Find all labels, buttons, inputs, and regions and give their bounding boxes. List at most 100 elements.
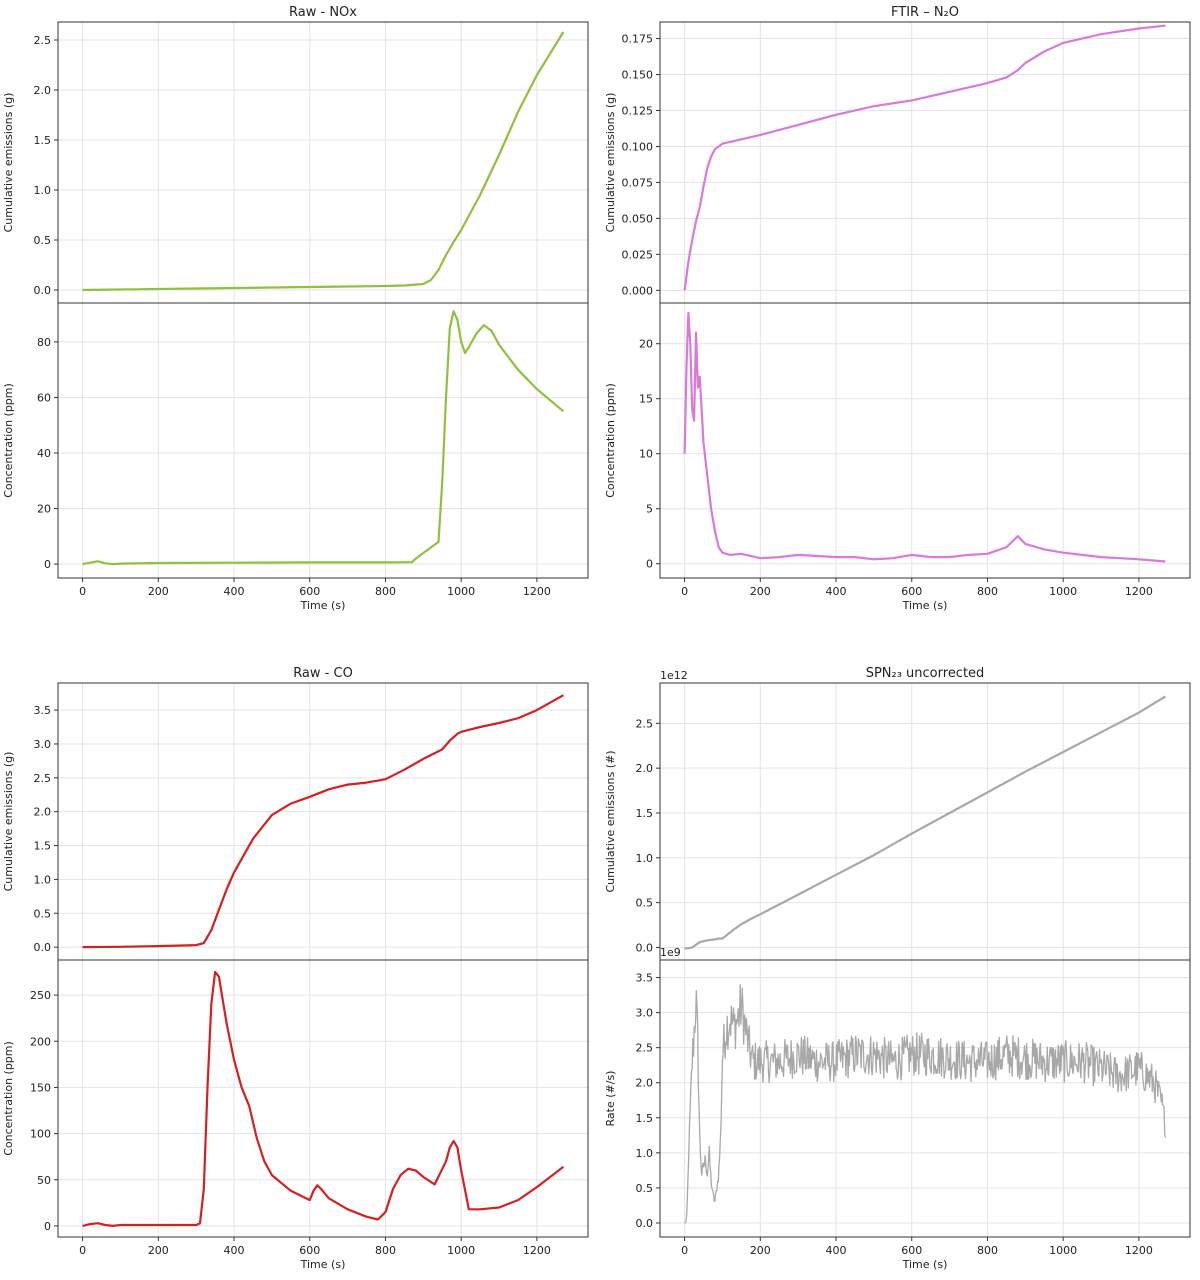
x-tick-label: 200 xyxy=(148,585,169,598)
series-line xyxy=(684,983,1167,1224)
y-tick-label: 80 xyxy=(37,336,51,349)
y-tick-label: 0.5 xyxy=(636,897,654,910)
x-tick-label: 200 xyxy=(148,1244,169,1257)
chart-3: Raw - CO 0.0 0.5 1.0 1.5 2.0 2.5 3.0 3.5 Cumulati… xyxy=(2,666,589,1271)
y-tick-label: 2.5 xyxy=(636,717,654,730)
x-tick-label: 0 xyxy=(79,1244,86,1257)
y-tick-label: 1.0 xyxy=(34,873,52,886)
chart-title: Raw - CO xyxy=(293,666,353,681)
x-tick-label: 200 xyxy=(750,585,771,598)
y-tick-label: 1.5 xyxy=(636,807,654,820)
x-tick-label: 800 xyxy=(375,1244,396,1257)
series-line xyxy=(82,31,565,292)
y-tick-label: 20 xyxy=(639,338,653,351)
chart-2: FTIR – N₂O 0.000 0.025 0.050 0.075 0.100 0.125… xyxy=(604,5,1191,612)
x-tick-label: 1000 xyxy=(1049,585,1077,598)
y-tick-label: 200 xyxy=(30,1035,51,1048)
y-tick-label: 3.0 xyxy=(636,1007,654,1020)
y-tick-label: 3.0 xyxy=(34,738,52,751)
upper-subplot: 0.0 0.5 1.0 1.5 2.0 2.5 Cumulative emissions (… xyxy=(2,21,589,304)
y-tick-label: 0.050 xyxy=(622,212,654,225)
y-tick-label: 3.5 xyxy=(636,972,654,985)
axes-frame xyxy=(57,302,589,579)
axes-frame xyxy=(659,302,1191,579)
upper-subplot: 0.0 0.5 1.0 1.5 2.0 2.5 Cumulative emissions (… xyxy=(604,669,1191,961)
y-axis-label: Concentration (ppm) xyxy=(2,1041,15,1156)
y-tick-label: 1.0 xyxy=(636,1147,654,1160)
chart-title: SPN₂₃ uncorrected xyxy=(866,666,985,681)
x-tick-label: 1200 xyxy=(523,585,551,598)
y-axis-label: Concentration (ppm) xyxy=(604,383,617,498)
y-tick-label: 0.150 xyxy=(622,69,654,82)
y-tick-label: 1.5 xyxy=(34,134,52,147)
y-tick-label: 250 xyxy=(30,989,51,1002)
x-tick-label: 600 xyxy=(299,585,320,598)
y-tick-label: 60 xyxy=(37,391,51,404)
y-tick-label: 0.0 xyxy=(34,284,52,297)
y-tick-label: 10 xyxy=(639,448,653,461)
y-tick-label: 1.0 xyxy=(34,184,52,197)
y-tick-label: 1.5 xyxy=(34,840,52,853)
y-tick-label: 2.5 xyxy=(636,1042,654,1055)
series-line xyxy=(82,310,565,566)
x-axis-label: Time (s) xyxy=(300,599,346,612)
y-tick-label: 2.0 xyxy=(636,762,654,775)
x-axis-label: Time (s) xyxy=(902,1258,948,1271)
y-axis-label: Rate (#/s) xyxy=(604,1071,617,1127)
axes-frame xyxy=(57,959,589,1238)
y-tick-label: 0.175 xyxy=(622,33,654,46)
x-tick-label: 1200 xyxy=(523,1244,551,1257)
x-tick-label: 1200 xyxy=(1125,1244,1153,1257)
y-tick-label: 0.100 xyxy=(622,140,654,153)
y-tick-label: 0.0 xyxy=(34,941,52,954)
x-tick-label: 1000 xyxy=(447,585,475,598)
y-tick-label: 0.000 xyxy=(622,284,654,297)
x-tick-label: 0 xyxy=(79,585,86,598)
x-tick-label: 200 xyxy=(750,1244,771,1257)
y-tick-label: 0.5 xyxy=(34,234,52,247)
x-tick-label: 1000 xyxy=(1049,1244,1077,1257)
y-tick-label: 0.5 xyxy=(636,1182,654,1195)
x-tick-label: 400 xyxy=(826,1244,847,1257)
y-tick-label: 2.5 xyxy=(34,34,52,47)
y-tick-label: 0 xyxy=(44,1220,51,1233)
y-tick-label: 20 xyxy=(37,503,51,516)
chart-title: Raw - NOx xyxy=(289,5,357,20)
x-tick-label: 400 xyxy=(224,1244,245,1257)
lower-subplot: 0 20 40 60 80 Concentration (ppm) xyxy=(2,302,589,579)
y-tick-label: 1.5 xyxy=(636,1112,654,1125)
axes-frame xyxy=(57,682,589,961)
y-tick-label: 100 xyxy=(30,1128,51,1141)
axes-frame xyxy=(659,959,1191,1238)
y-tick-label: 2.0 xyxy=(34,806,52,819)
y-tick-label: 5 xyxy=(646,503,653,516)
chart-1: Raw - NOx 0.0 0.5 1.0 1.5 2.0 2.5 Cumulative em… xyxy=(2,5,589,612)
axes-frame xyxy=(659,682,1191,961)
x-tick-label: 600 xyxy=(901,585,922,598)
axis-multiplier: 1e9 xyxy=(660,946,681,959)
series-line xyxy=(82,694,564,949)
y-tick-label: 0.125 xyxy=(622,104,654,117)
chart-title: FTIR – N₂O xyxy=(891,5,959,20)
x-tick-label: 400 xyxy=(826,585,847,598)
series-line xyxy=(683,311,1166,563)
y-tick-label: 2.5 xyxy=(34,772,52,785)
series-line xyxy=(683,24,1166,291)
x-tick-label: 0 xyxy=(681,1244,688,1257)
y-axis-label: Cumulative emissions (#) xyxy=(604,750,617,892)
x-tick-label: 1200 xyxy=(1125,585,1153,598)
x-tick-label: 800 xyxy=(375,585,396,598)
lower-subplot: 0 50 100 150 200 250 Concentration (ppm) xyxy=(2,959,589,1238)
y-tick-label: 40 xyxy=(37,447,51,460)
lower-subplot: 0 5 10 15 20 Concentration (ppm) xyxy=(604,302,1191,579)
x-tick-label: 600 xyxy=(299,1244,320,1257)
y-axis-label: Cumulative emissions (g) xyxy=(2,752,15,892)
upper-subplot: 0.0 0.5 1.0 1.5 2.0 2.5 3.0 3.5 Cumulative emiss… xyxy=(2,682,589,961)
x-tick-label: 800 xyxy=(977,585,998,598)
y-tick-label: 1.0 xyxy=(636,852,654,865)
y-tick-label: 2.0 xyxy=(636,1077,654,1090)
y-tick-label: 0.0 xyxy=(636,1217,654,1230)
x-tick-label: 400 xyxy=(224,585,245,598)
axes-frame xyxy=(659,21,1191,304)
